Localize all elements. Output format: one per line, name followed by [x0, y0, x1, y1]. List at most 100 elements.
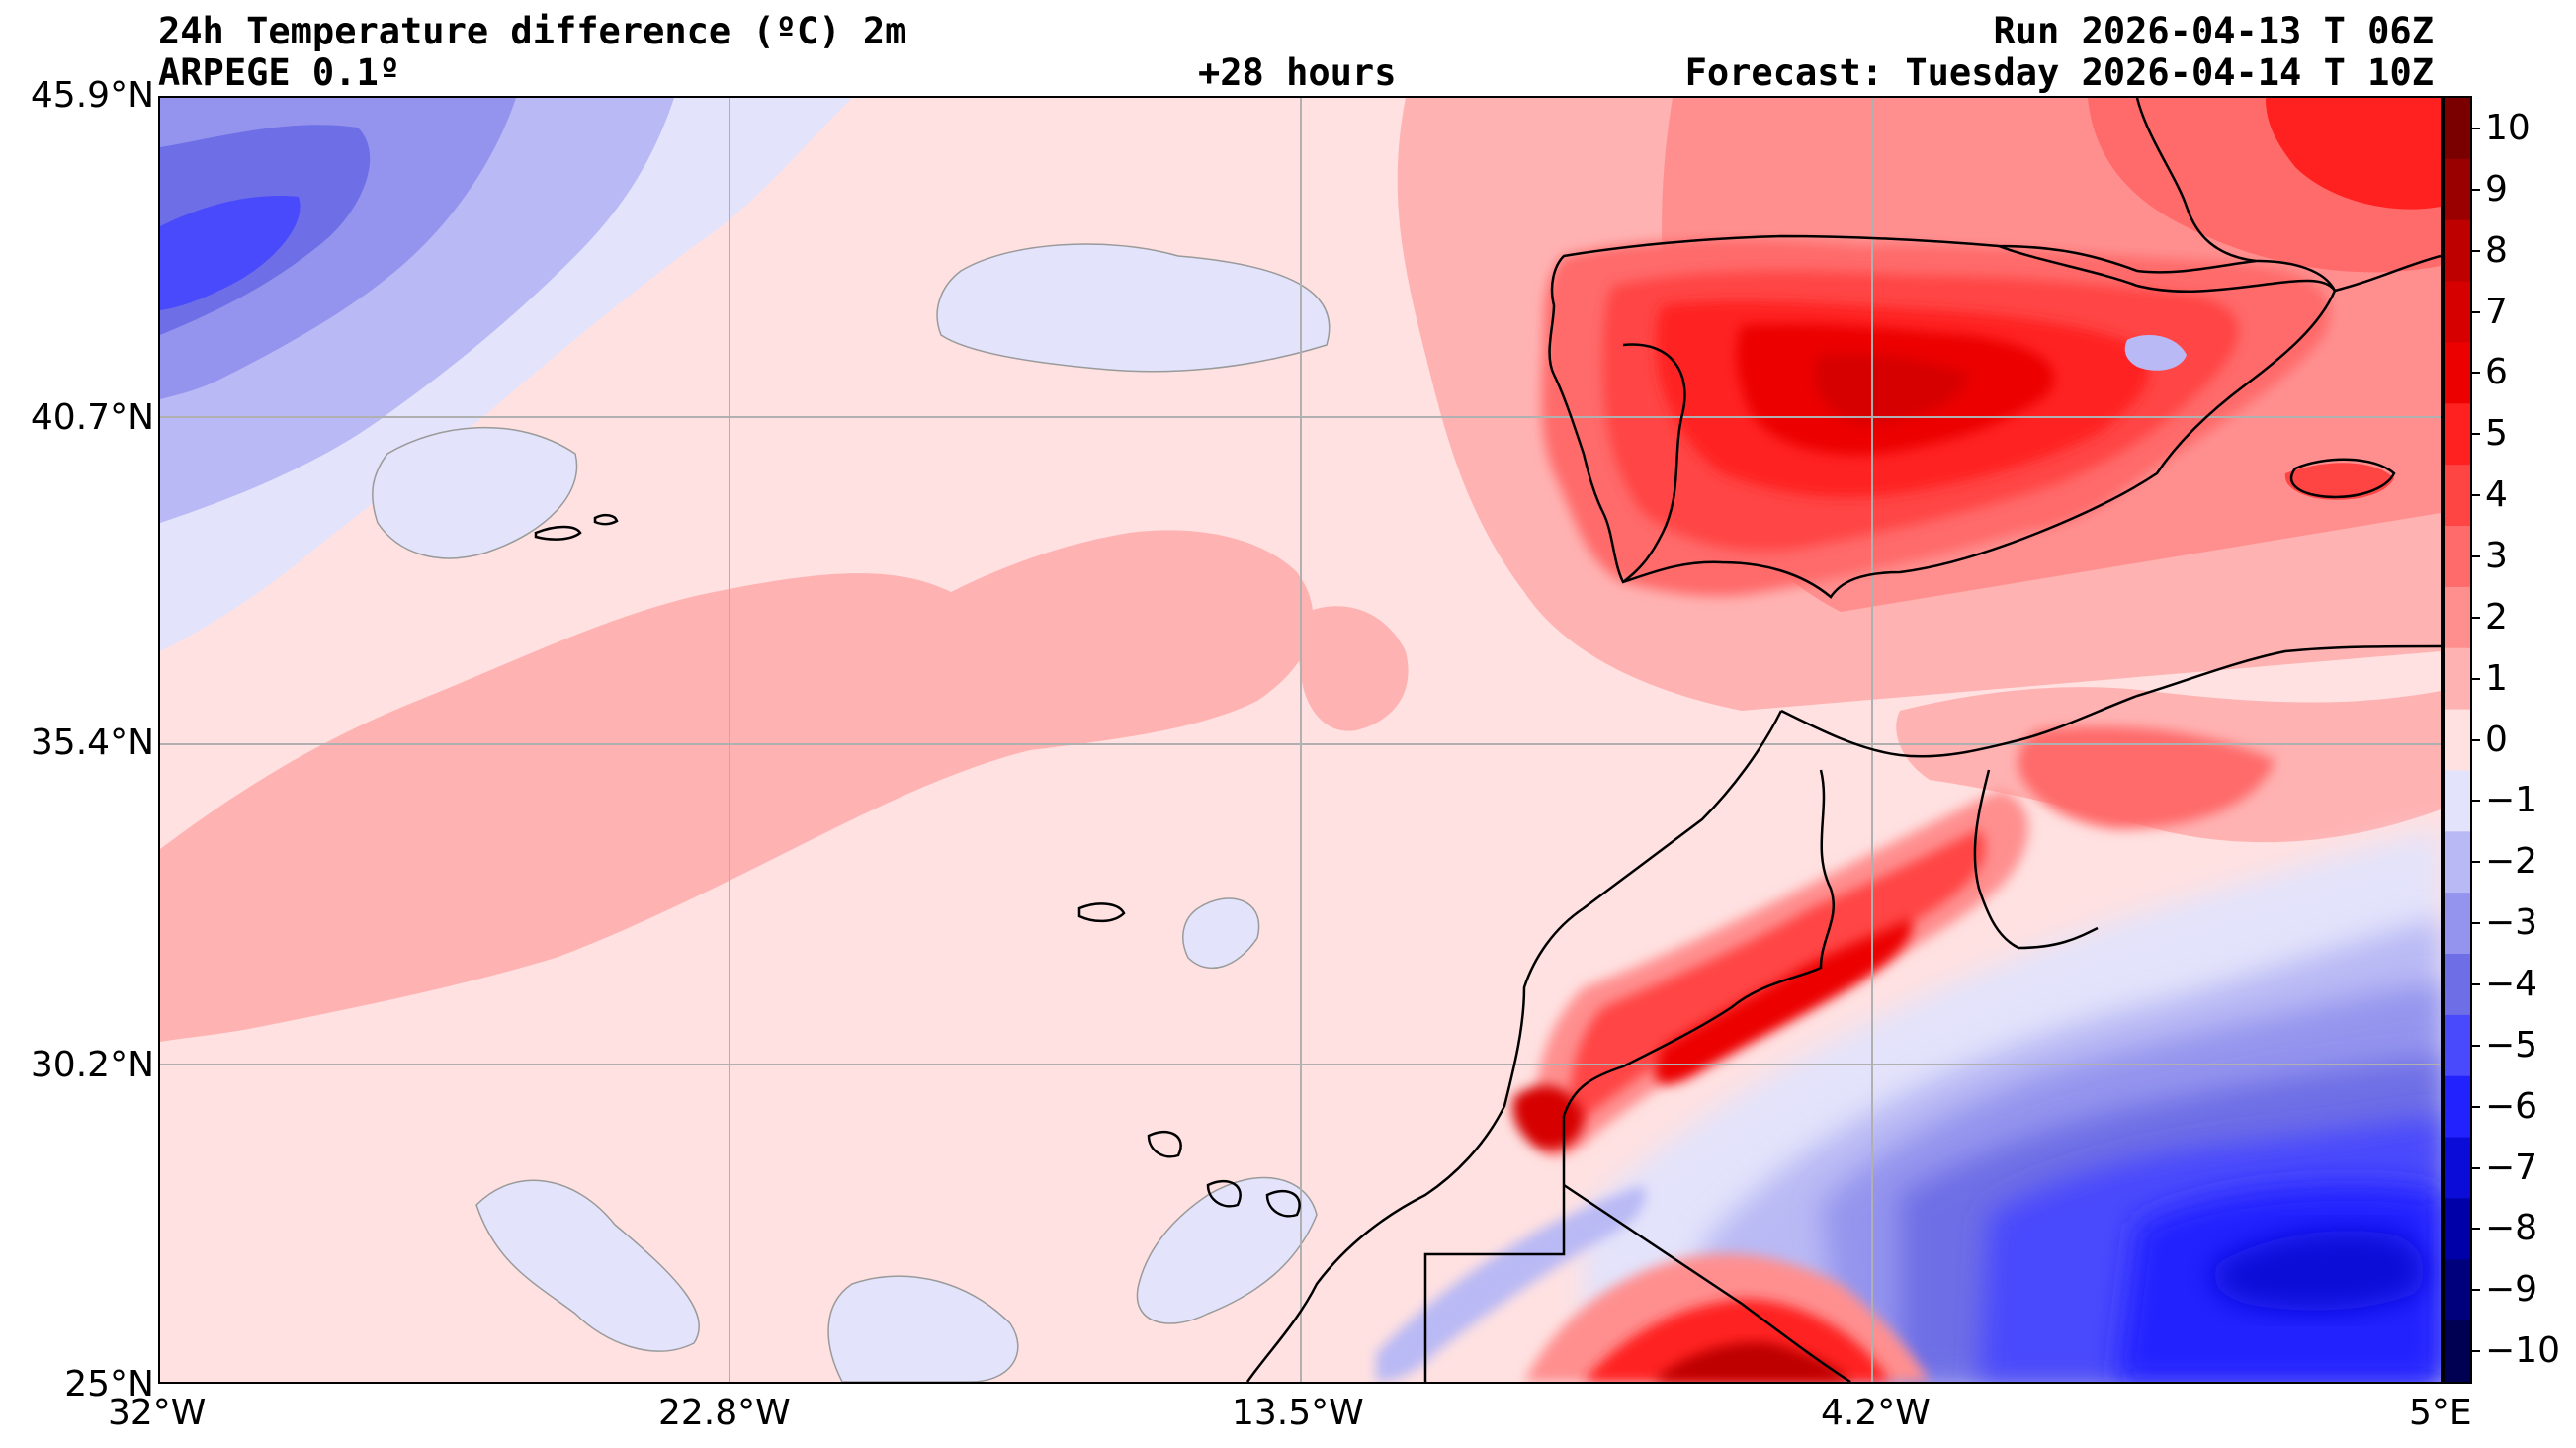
temperature-map[interactable]: [158, 96, 2443, 1384]
algeria-border-3: [1973, 769, 2099, 950]
colorbar-swatch: [2445, 1137, 2470, 1200]
colorbar-tick: [2472, 982, 2480, 985]
colorbar-tick: [2472, 800, 2480, 803]
colorbar-swatch: [2445, 342, 2470, 404]
canary-island-1: [1147, 1130, 1182, 1158]
colorbar-swatch: [2445, 1259, 2470, 1321]
lat-label: 45.9°N: [30, 75, 154, 116]
coastal-cold-strip: [1376, 1185, 1646, 1382]
colorbar-tick-label: −5: [2485, 1024, 2538, 1065]
lon-label: 13.5°W: [1232, 1393, 1364, 1433]
colorbar-tick-label: 9: [2485, 168, 2508, 210]
atlas-warm-4: [1512, 1085, 1584, 1150]
colorbar-tick-label: 7: [2485, 291, 2508, 332]
colorbar-swatch: [2445, 647, 2470, 711]
colorbar-swatch: [2445, 954, 2470, 1016]
colorbar-tick-label: 0: [2485, 719, 2508, 760]
lat-label: 40.7°N: [30, 397, 154, 438]
map-title: 24h Temperature difference (ºC) 2m: [158, 10, 907, 52]
colorbar-tick-label: −7: [2485, 1147, 2538, 1188]
cold-patch-south-4: [1182, 897, 1260, 969]
colorbar-tick-label: 10: [2485, 107, 2531, 148]
lat-label: 35.4°N: [30, 723, 154, 763]
balearic-island: [2289, 458, 2396, 499]
colorbar-tick-label: 5: [2485, 413, 2508, 455]
iberia-cool-spot: [2124, 335, 2187, 371]
azores-island-2: [593, 513, 619, 526]
colorbar-tick-label: 4: [2485, 474, 2508, 516]
azores-island-1: [534, 525, 582, 541]
cold-patch-south-1: [475, 1179, 700, 1352]
colorbar-tick: [2472, 1350, 2480, 1353]
colorbar-tick-label: 6: [2485, 352, 2508, 393]
temperature-map-svg: [160, 98, 2441, 1382]
grid-lines: [160, 98, 2441, 1382]
colorbar-tick: [2472, 861, 2480, 864]
colorbar-tick: [2472, 433, 2480, 436]
morocco-algeria-border: [1423, 769, 1836, 1382]
portugal-border: [1622, 343, 1686, 583]
model-label: ARPEGE 0.1º: [158, 51, 401, 94]
colorbar-tick-label: 1: [2485, 657, 2508, 699]
lat-label: 30.2°N: [30, 1045, 154, 1085]
nafrica-med-coast: [1780, 644, 2441, 758]
colorbar: [2443, 96, 2472, 1384]
balearic-warm: [2284, 463, 2394, 500]
colorbar-tick-label: 3: [2485, 535, 2508, 576]
colorbar-swatch: [2445, 465, 2470, 527]
colorbar-swatch: [2445, 219, 2470, 283]
lat-label: 25°N: [64, 1364, 154, 1405]
lon-label: 22.8°W: [658, 1393, 791, 1433]
cold-patch-south-2: [1136, 1176, 1318, 1324]
colorbar-tick-label: −2: [2485, 841, 2538, 883]
colorbar-tick-label: −9: [2485, 1269, 2538, 1311]
colorbar-tick: [2472, 616, 2480, 619]
morocco-coast: [1245, 710, 1783, 1382]
colorbar-tick: [2472, 1044, 2480, 1047]
lead-time: +28 hours: [1198, 51, 1397, 94]
colorbar-tick: [2472, 1228, 2480, 1231]
colorbar-tick-label: −3: [2485, 902, 2538, 944]
pyrenees-border: [1998, 244, 2337, 294]
colorbar-tick: [2472, 310, 2480, 313]
colorbar-swatch: [2445, 586, 2470, 649]
colorbar-tick-label: 8: [2485, 229, 2508, 271]
lon-label: 32°W: [108, 1393, 207, 1433]
canary-island-2: [1206, 1179, 1242, 1208]
colorbar-tick: [2472, 127, 2480, 129]
colorbar-swatch: [2445, 1014, 2470, 1077]
warm-region-ne-corner-2: [2266, 98, 2441, 210]
south-warm-3: [1653, 1342, 1850, 1382]
nafrica-warm-2: [2018, 726, 2275, 829]
run-label: Run 2026-04-13 T 06Z: [1993, 10, 2434, 52]
colorbar-tick: [2472, 372, 2480, 375]
colorbar-swatch: [2445, 98, 2470, 160]
sahara-cold-7: [2212, 1231, 2425, 1311]
colorbar-swatch: [2445, 158, 2470, 221]
forecast-label: Forecast: Tuesday 2026-04-14 T 10Z: [1684, 51, 2434, 94]
colorbar-tick: [2472, 249, 2480, 252]
cold-patch-south-3: [827, 1275, 1019, 1382]
cold-patch-azores: [936, 243, 1331, 373]
cold-patch-mid: [372, 426, 578, 559]
algeria-border-2: [1563, 1183, 1851, 1382]
colorbar-tick-label: −10: [2485, 1330, 2560, 1372]
colorbar-swatch: [2445, 403, 2470, 466]
colorbar-tick-label: 2: [2485, 596, 2508, 638]
colorbar-swatch: [2445, 831, 2470, 894]
colorbar-tick: [2472, 738, 2480, 741]
colorbar-svg: [2445, 98, 2470, 1383]
colorbar-swatch: [2445, 1198, 2470, 1260]
colorbar-tick: [2472, 554, 2480, 557]
colorbar-swatch: [2445, 526, 2470, 588]
iberia-coastline: [1548, 234, 2337, 599]
colorbar-tick: [2472, 1105, 2480, 1108]
colorbar-tick-label: −8: [2485, 1208, 2538, 1249]
lon-label: 5°E: [2409, 1393, 2472, 1433]
warm-patch-ocean-2: [1298, 606, 1409, 731]
france-coast: [2135, 98, 2441, 293]
colorbar-swatch: [2445, 893, 2470, 955]
colorbar-tick-label: −4: [2485, 963, 2538, 1004]
lon-label: 4.2°W: [1821, 1393, 1931, 1433]
colorbar-swatch: [2445, 1075, 2470, 1139]
